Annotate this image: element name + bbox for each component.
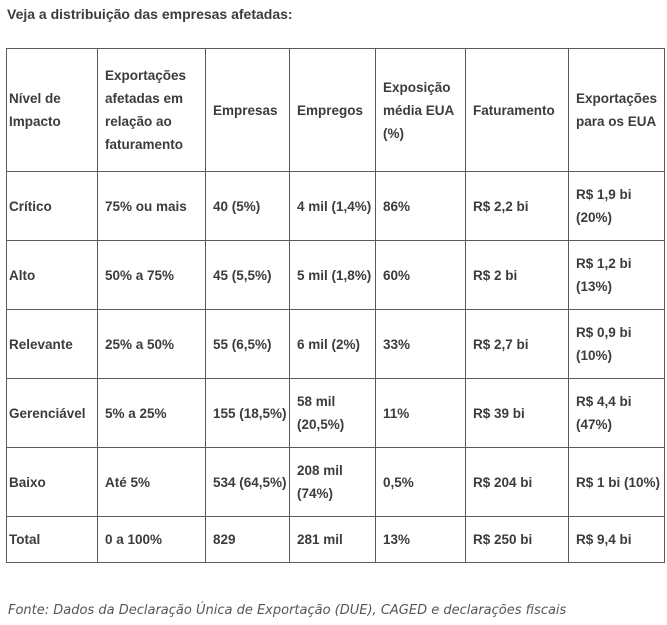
table-cell: 75% ou mais (97, 171, 206, 241)
table-cell: R$ 4,4 bi (47%) (568, 378, 665, 448)
header-cell: Exportações afetadas em relação ao fatur… (97, 48, 206, 172)
table-cell: 829 (205, 516, 290, 563)
table-cell: 60% (375, 240, 466, 310)
header-cell: Nível de Impacto (6, 48, 98, 172)
table-cell: 208 mil (74%) (289, 447, 376, 517)
table-cell: 58 mil (20,5%) (289, 378, 376, 448)
table-row: Alto 50% a 75% 45 (5,5%) 5 mil (1,8%) 60… (6, 240, 665, 310)
table-row: Crítico 75% ou mais 40 (5%) 4 mil (1,4%)… (6, 171, 665, 241)
table-cell: Total (6, 516, 98, 563)
table-cell: 45 (5,5%) (205, 240, 290, 310)
table-total-row: Total 0 a 100% 829 281 mil 13% R$ 250 bi… (6, 516, 665, 563)
table-cell: R$ 2,2 bi (465, 171, 569, 241)
table-cell: 0,5% (375, 447, 466, 517)
table-cell: R$ 9,4 bi (568, 516, 665, 563)
table-cell: Até 5% (97, 447, 206, 517)
table-row: Relevante 25% a 50% 55 (6,5%) 6 mil (2%)… (6, 309, 665, 379)
table-cell: R$ 204 bi (465, 447, 569, 517)
impact-distribution-table: Nível de Impacto Exportações afetadas em… (6, 48, 665, 563)
table-cell: R$ 1,2 bi (13%) (568, 240, 665, 310)
table-cell: 281 mil (289, 516, 376, 563)
table-cell: 155 (18,5%) (205, 378, 290, 448)
table-cell: 86% (375, 171, 466, 241)
table-cell: 6 mil (2%) (289, 309, 376, 379)
section-heading: Veja a distribuição das empresas afetada… (7, 6, 293, 22)
table-cell: Alto (6, 240, 98, 310)
table-cell: 5% a 25% (97, 378, 206, 448)
table-cell: Relevante (6, 309, 98, 379)
table-cell: 25% a 50% (97, 309, 206, 379)
table-cell: 50% a 75% (97, 240, 206, 310)
source-caption: Fonte: Dados da Declaração Única de Expo… (8, 603, 567, 618)
table-cell: R$ 0,9 bi (10%) (568, 309, 665, 379)
table-header-row: Nível de Impacto Exportações afetadas em… (6, 48, 665, 172)
table-cell: 5 mil (1,8%) (289, 240, 376, 310)
table-cell: 40 (5%) (205, 171, 290, 241)
table-cell: Crítico (6, 171, 98, 241)
table-cell: 13% (375, 516, 466, 563)
table-cell: Gerenciável (6, 378, 98, 448)
table-cell: R$ 1 bi (10%) (568, 447, 665, 517)
header-cell: Empregos (289, 48, 376, 172)
table-cell: R$ 250 bi (465, 516, 569, 563)
table-cell: 4 mil (1,4%) (289, 171, 376, 241)
table-cell: 534 (64,5%) (205, 447, 290, 517)
table-cell: R$ 2,7 bi (465, 309, 569, 379)
table-cell: Baixo (6, 447, 98, 517)
table-cell: R$ 39 bi (465, 378, 569, 448)
header-cell: Faturamento (465, 48, 569, 172)
header-cell: Exportações para os EUA (568, 48, 665, 172)
table-cell: R$ 1,9 bi (20%) (568, 171, 665, 241)
table-row: Baixo Até 5% 534 (64,5%) 208 mil (74%) 0… (6, 447, 665, 517)
table-row: Gerenciável 5% a 25% 155 (18,5%) 58 mil … (6, 378, 665, 448)
table-cell: 33% (375, 309, 466, 379)
table-cell: 11% (375, 378, 466, 448)
table-cell: 0 a 100% (97, 516, 206, 563)
table-cell: R$ 2 bi (465, 240, 569, 310)
header-cell: Exposição média EUA (%) (375, 48, 466, 172)
table-cell: 55 (6,5%) (205, 309, 290, 379)
header-cell: Empresas (205, 48, 290, 172)
